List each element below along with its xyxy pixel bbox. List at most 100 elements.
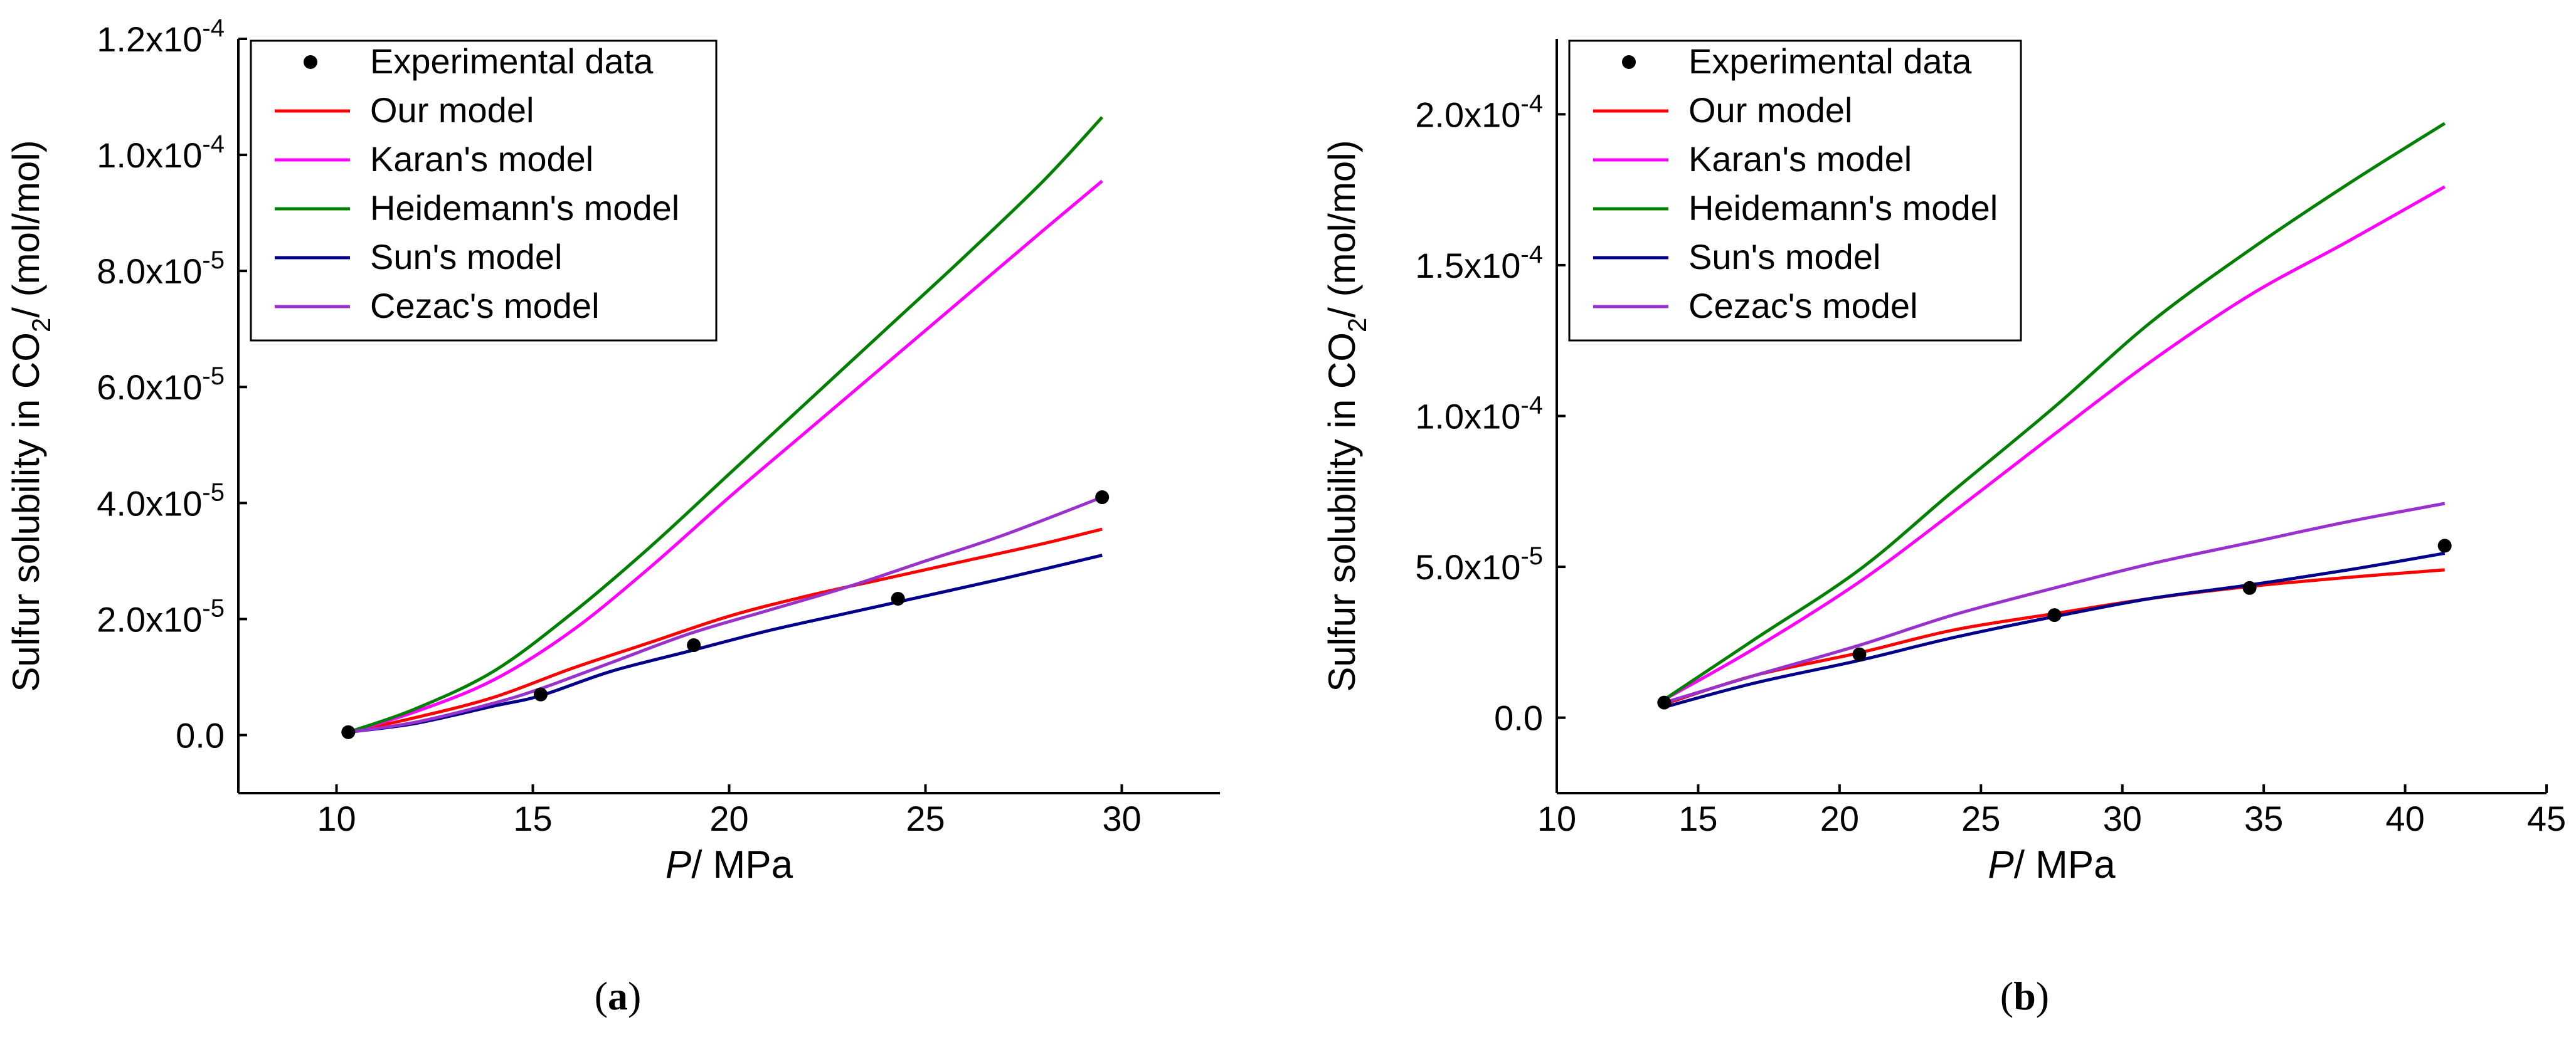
y-tick-mantissa: 2.0x10 bbox=[97, 599, 202, 639]
x-tick-label: 30 bbox=[1102, 799, 1141, 838]
experimental-data-point bbox=[2437, 539, 2452, 553]
experimental-data-point bbox=[534, 687, 548, 702]
y-axis-title-subscript: 2 bbox=[1342, 318, 1372, 332]
series-line-heidemann-s-model bbox=[347, 116, 1104, 734]
x-tick-label: 45 bbox=[2527, 799, 2566, 838]
legend-label-sun-s-model: Sun's model bbox=[1688, 237, 1880, 276]
x-tick-label: 25 bbox=[1961, 799, 2000, 838]
panel-label: (a) bbox=[595, 974, 642, 1018]
y-tick-mantissa: 6.0x10 bbox=[97, 367, 202, 407]
x-tick-label: 10 bbox=[1537, 799, 1576, 838]
experimental-data-point bbox=[1657, 695, 1672, 710]
y-axis-title-main: Sulfur solubility in CO bbox=[1321, 332, 1363, 692]
x-tick-label: 25 bbox=[906, 799, 945, 838]
legend-label-heidemann-s-model: Heidemann's model bbox=[1688, 188, 1998, 228]
series-line-our-model bbox=[347, 527, 1103, 734]
legend-label-our-model: Our model bbox=[1688, 90, 1852, 130]
y-axis-title-unit: / (mol/mol) bbox=[5, 140, 47, 317]
y-tick-exponent: -5 bbox=[1520, 542, 1543, 570]
y-tick-exponent: -5 bbox=[202, 362, 225, 390]
x-axis-unit: / MPa bbox=[691, 843, 793, 887]
x-axis-variable: P bbox=[665, 843, 691, 887]
series-line-cezac-s-model bbox=[347, 495, 1103, 734]
x-axis-unit: / MPa bbox=[2014, 843, 2116, 887]
panel-label-close: ) bbox=[2036, 974, 2049, 1018]
y-tick-exponent: -4 bbox=[202, 14, 225, 42]
y-tick-label: 1.5x10-4 bbox=[1415, 241, 1543, 285]
series-line-our-model bbox=[1663, 568, 2445, 706]
panel-label-close: ) bbox=[628, 974, 641, 1018]
y-axis-title: Sulfur solubility in CO2/ (mol/mol) bbox=[1321, 140, 1372, 692]
series-line-karan-s-model bbox=[1663, 185, 2446, 701]
y-tick-mantissa: 5.0x10 bbox=[1415, 547, 1520, 587]
series-line-sun-s-model bbox=[1663, 551, 2446, 709]
x-tick-label: 40 bbox=[2385, 799, 2424, 838]
y-tick-exponent: -4 bbox=[1520, 90, 1543, 117]
y-tick-mantissa: 8.0x10 bbox=[97, 251, 202, 291]
y-tick-mantissa: 1.2x10 bbox=[97, 19, 202, 59]
series-line-heidemann-s-model bbox=[1663, 122, 2446, 701]
y-tick-label: 2.0x10-5 bbox=[97, 594, 225, 639]
y-tick-label: 4.0x10-5 bbox=[97, 478, 225, 523]
x-tick-label: 10 bbox=[317, 799, 356, 838]
x-axis-variable: P bbox=[1988, 843, 2013, 887]
legend-label-experimental-data: Experimental data bbox=[1688, 41, 1972, 81]
chart-b: 10 15 20 25 30 35 40 450.05.0x10-51.0x10-41.5x1… bbox=[1321, 39, 2566, 1018]
y-tick-exponent: -4 bbox=[1520, 241, 1543, 268]
y-tick-exponent: -4 bbox=[1520, 392, 1543, 419]
panel-label-letter: a bbox=[608, 974, 628, 1018]
y-tick-label: 6.0x10-5 bbox=[97, 362, 225, 407]
y-tick-label: 0.0 bbox=[1494, 698, 1543, 738]
experimental-data-point bbox=[891, 591, 905, 606]
y-tick-mantissa: 1.0x10 bbox=[97, 135, 202, 175]
legend-box bbox=[250, 39, 718, 342]
legend-label-heidemann-s-model: Heidemann's model bbox=[370, 188, 679, 228]
y-axis-title-subscript: 2 bbox=[26, 318, 56, 332]
y-tick-mantissa: 1.5x10 bbox=[1415, 246, 1520, 285]
experimental-data-point bbox=[341, 725, 356, 739]
y-tick-label: 1.0x10-4 bbox=[97, 130, 225, 175]
experimental-data-point bbox=[1852, 647, 1867, 661]
y-tick-label: 1.2x10-4 bbox=[97, 14, 225, 59]
x-tick-label: 15 bbox=[1678, 799, 1717, 838]
y-axis-title: Sulfur solubility in CO2/ (mol/mol) bbox=[5, 140, 56, 692]
experimental-data-point bbox=[687, 638, 701, 653]
legend-label-cezac-s-model: Cezac's model bbox=[1688, 286, 1918, 325]
panel-label: (b) bbox=[2000, 974, 2049, 1018]
y-tick-mantissa: 0.0 bbox=[1494, 698, 1543, 738]
experimental-data-point bbox=[2047, 608, 2062, 623]
y-tick-mantissa: 1.0x10 bbox=[1415, 397, 1520, 436]
chart-a: 10 15 20 25 300.02.0x10-54.0x10-56.0x10-58.0… bbox=[5, 14, 1220, 1018]
y-axis-title-main: Sulfur solubility in CO bbox=[5, 332, 47, 692]
legend-label-cezac-s-model: Cezac's model bbox=[370, 286, 600, 325]
legend-label-experimental-data: Experimental data bbox=[370, 41, 654, 81]
y-tick-mantissa: 2.0x10 bbox=[1415, 95, 1520, 134]
x-tick-label: 20 bbox=[1820, 799, 1859, 838]
y-tick-exponent: -5 bbox=[202, 478, 225, 506]
panel-label-open: ( bbox=[2000, 974, 2013, 1018]
y-tick-mantissa: 0.0 bbox=[176, 715, 225, 755]
legend-box bbox=[1568, 39, 2022, 342]
x-axis-title: P/ MPa bbox=[665, 843, 793, 887]
x-axis-title: P/ MPa bbox=[1988, 843, 2116, 887]
y-tick-label: 0.0 bbox=[176, 715, 225, 755]
legend-label-sun-s-model: Sun's model bbox=[370, 237, 562, 276]
x-tick-label: 30 bbox=[2103, 799, 2142, 838]
series-line-sun-s-model bbox=[347, 554, 1103, 734]
y-tick-exponent: -5 bbox=[202, 246, 225, 274]
y-tick-exponent: -5 bbox=[202, 594, 225, 622]
panel-label-letter: b bbox=[2013, 974, 2036, 1018]
x-tick-label: 35 bbox=[2244, 799, 2283, 838]
legend-label-our-model: Our model bbox=[370, 90, 534, 130]
y-tick-label: 1.0x10-4 bbox=[1415, 392, 1543, 436]
y-tick-exponent: -4 bbox=[202, 130, 225, 158]
series-line-cezac-s-model bbox=[1663, 502, 2446, 704]
experimental-data-point bbox=[2242, 581, 2257, 595]
experimental-data-point bbox=[1095, 490, 1110, 505]
legend-label-karan-s-model: Karan's model bbox=[1688, 139, 1912, 179]
y-tick-label: 2.0x10-4 bbox=[1415, 90, 1543, 134]
legend-marker-experimental-data bbox=[304, 55, 317, 69]
series-line-karan-s-model bbox=[347, 179, 1103, 734]
x-tick-label: 15 bbox=[513, 799, 552, 838]
